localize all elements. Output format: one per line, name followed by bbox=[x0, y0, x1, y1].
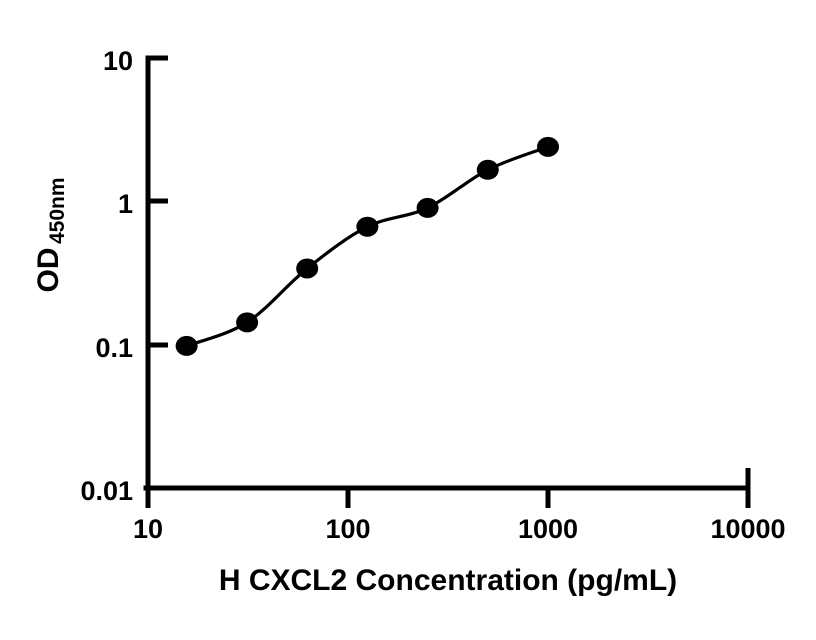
y-tick-label-0.1: 0.1 bbox=[95, 333, 133, 363]
y-axis-title: OD 450nm bbox=[32, 177, 69, 292]
y-tick-label-10: 10 bbox=[103, 46, 133, 76]
data-point bbox=[416, 197, 439, 218]
y-axis-title-main: OD bbox=[32, 248, 65, 293]
data-point bbox=[236, 312, 259, 333]
y-tick-label-0.01: 0.01 bbox=[80, 476, 133, 506]
data-point bbox=[476, 159, 499, 180]
x-tick-label-10000: 10000 bbox=[710, 514, 785, 544]
x-tick-label-10: 10 bbox=[133, 514, 163, 544]
data-point bbox=[537, 136, 559, 157]
x-tick-label-100: 100 bbox=[325, 514, 370, 544]
data-point bbox=[356, 216, 379, 237]
x-axis-title: H CXCL2 Concentration (pg/mL) bbox=[219, 564, 677, 597]
data-point-group bbox=[175, 136, 559, 356]
data-point bbox=[296, 258, 319, 279]
y-tick-label-1: 1 bbox=[118, 189, 133, 219]
x-tick-label-1000: 1000 bbox=[518, 514, 578, 544]
y-axis-title-subscript: 450nm bbox=[46, 177, 69, 244]
data-point bbox=[175, 335, 198, 356]
